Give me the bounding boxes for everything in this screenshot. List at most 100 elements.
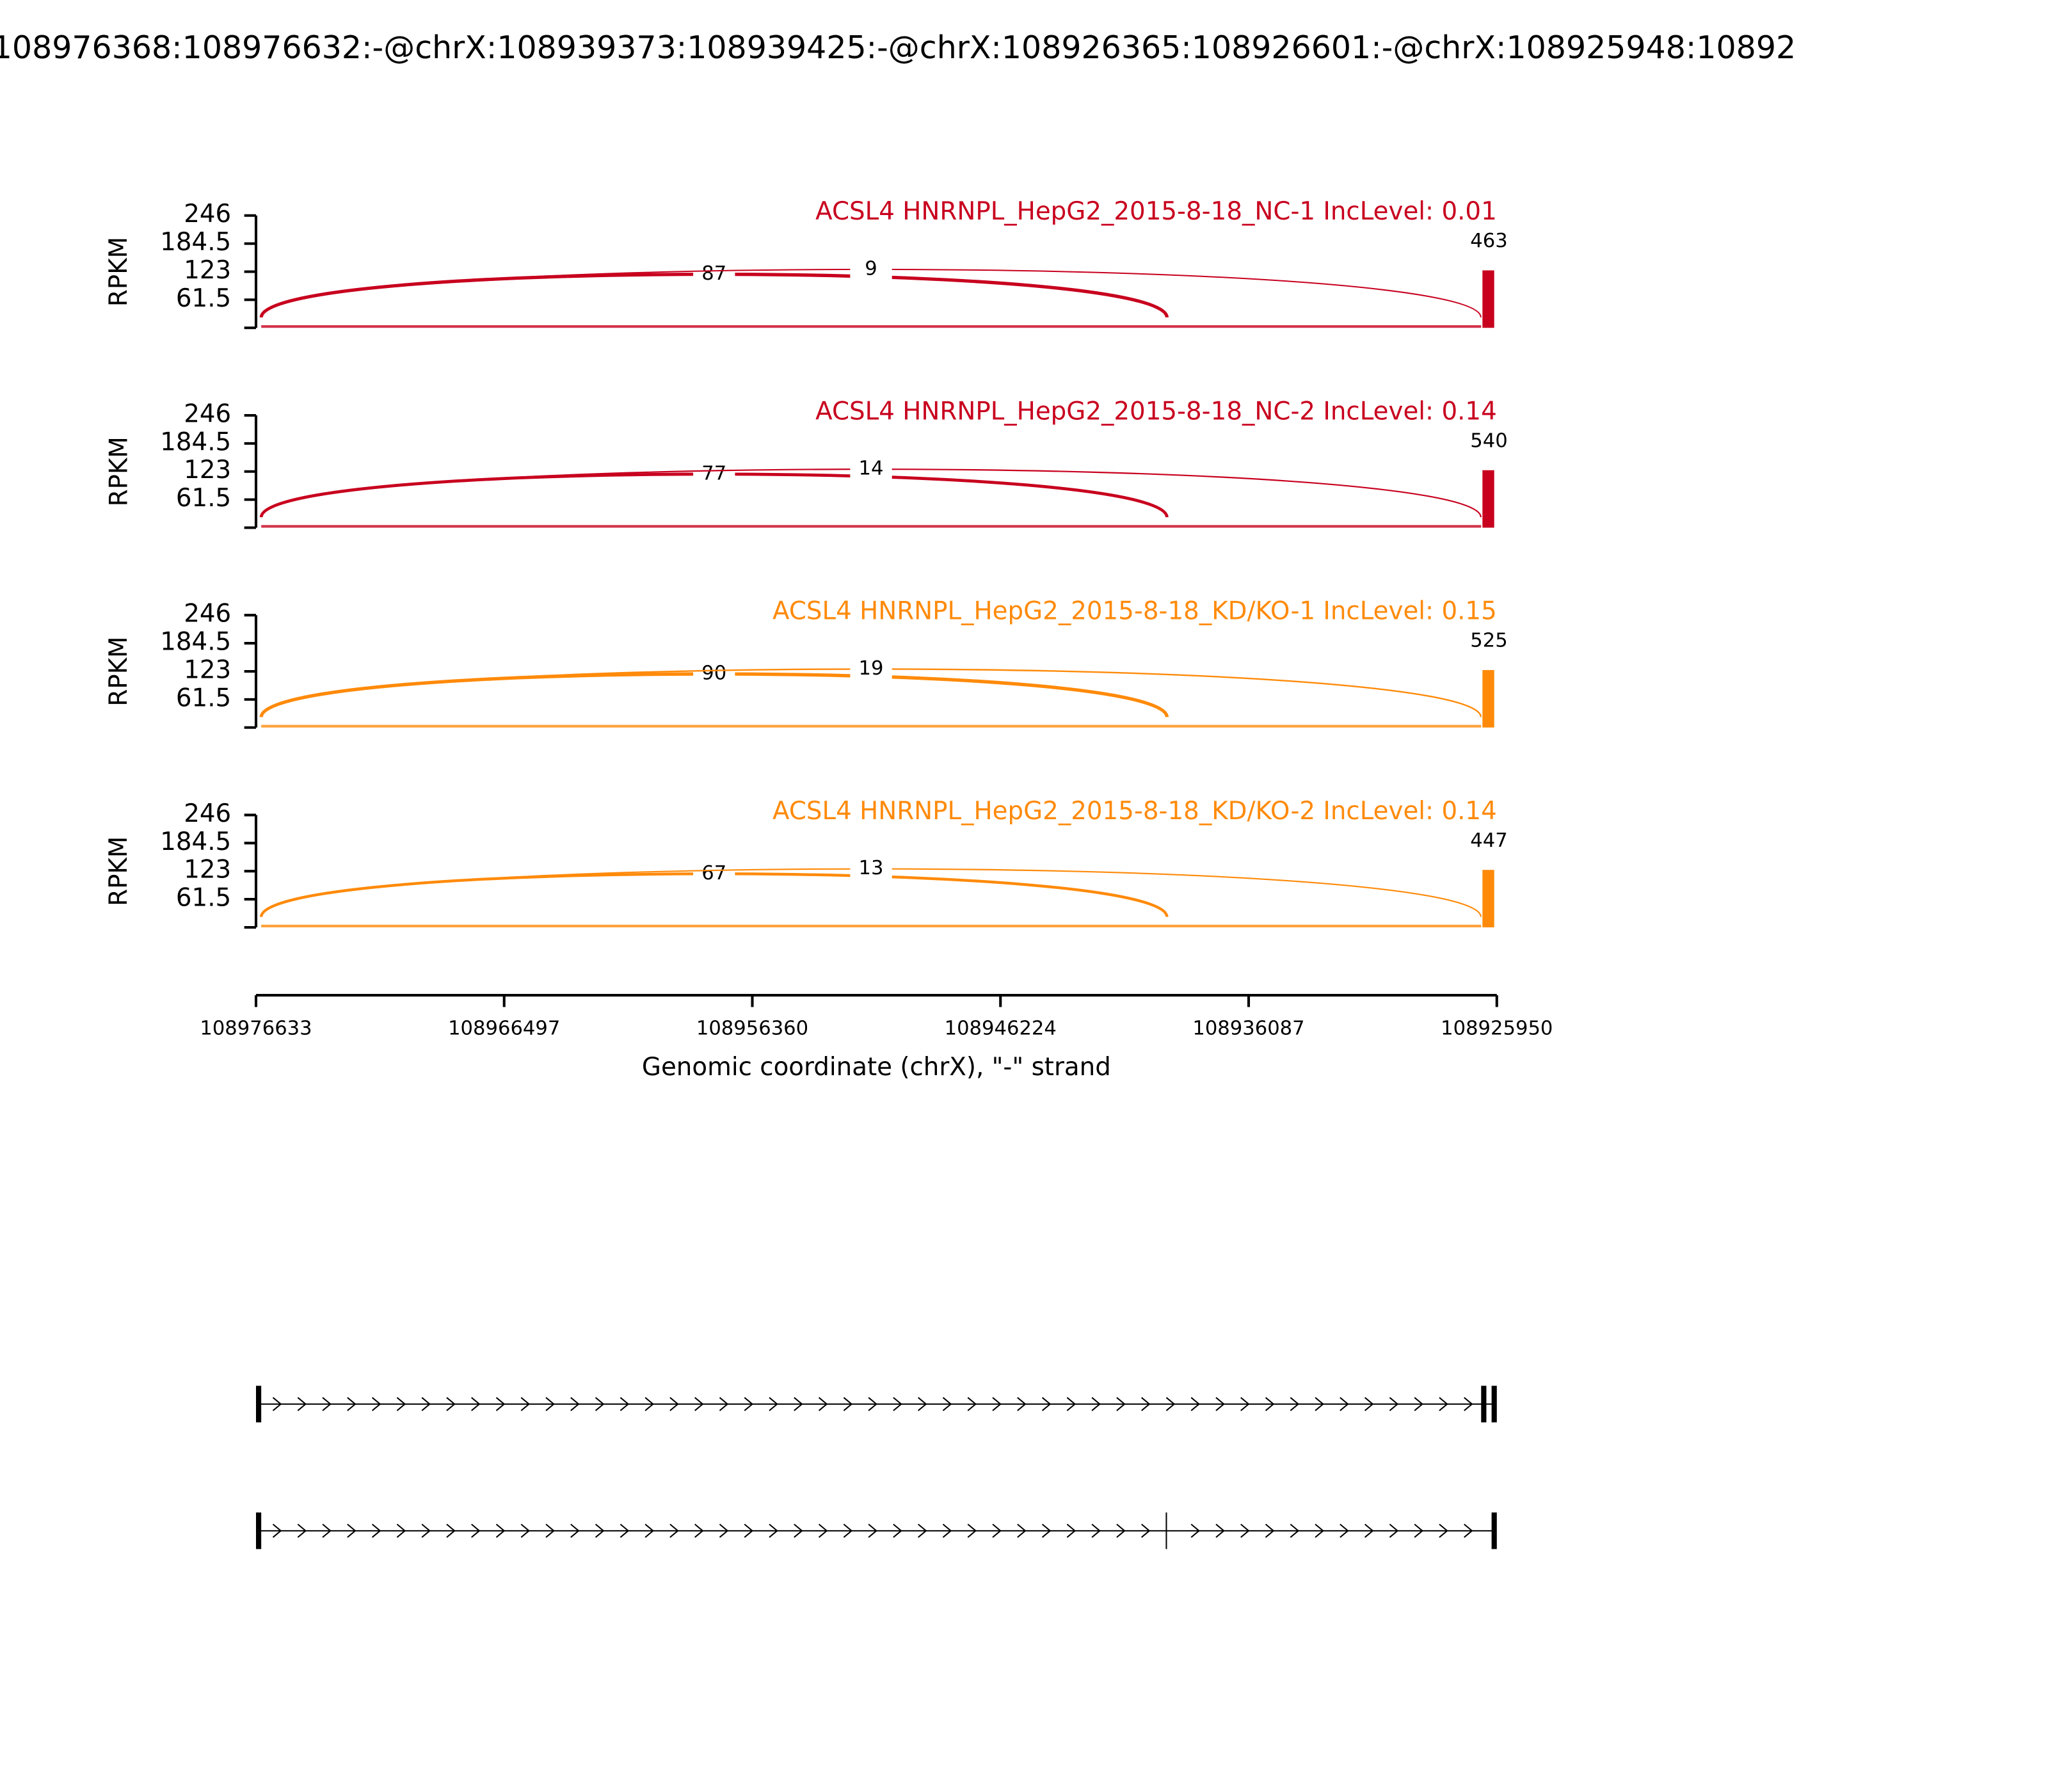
- junction-label: 14: [859, 458, 884, 480]
- strand-arrow: [1290, 1523, 1300, 1538]
- exon-coverage: [1482, 470, 1494, 528]
- strand-arrow: [495, 1523, 506, 1538]
- strand-arrow: [570, 1523, 580, 1538]
- strand-arrow: [942, 1396, 952, 1411]
- x-tick-label: 108976633: [200, 1018, 312, 1040]
- strand-arrow: [1116, 1523, 1126, 1538]
- y-tick-label: 184.5: [160, 428, 231, 456]
- strand-arrow: [669, 1523, 679, 1538]
- strand-arrow: [1190, 1396, 1201, 1411]
- strand-arrow: [818, 1396, 828, 1411]
- strand-arrow: [570, 1396, 580, 1411]
- junction-label-bg: [693, 463, 735, 485]
- strand-arrow: [371, 1396, 381, 1411]
- y-tick-label: 184.5: [160, 228, 231, 257]
- strand-arrow: [794, 1523, 803, 1538]
- exon-coverage: [1482, 870, 1494, 927]
- strand-arrow: [1041, 1523, 1052, 1538]
- strand-arrow: [1141, 1523, 1151, 1538]
- junction-label: 9: [865, 257, 877, 280]
- strand-arrow: [1340, 1396, 1349, 1411]
- strand-arrow: [1315, 1523, 1324, 1538]
- junction-label-bg: [693, 663, 735, 685]
- y-tick-label: 61.5: [176, 684, 231, 712]
- strand-arrow: [1439, 1396, 1448, 1411]
- strand-arrow: [297, 1396, 307, 1411]
- y-axis-label: RPKM: [104, 436, 133, 506]
- strand-arrow: [1215, 1523, 1225, 1538]
- y-tick-label: 246: [184, 399, 231, 428]
- y-tick-label: 123: [184, 256, 231, 285]
- strand-arrow: [967, 1396, 977, 1411]
- y-axis-label: RPKM: [104, 237, 133, 307]
- strand-arrow: [520, 1523, 531, 1538]
- strand-arrow: [272, 1396, 282, 1411]
- junction-label-bg: [693, 863, 735, 884]
- panel-title: ACSL4 HNRNPL_HepG2_2015-8-18_KD/KO-2 Inc…: [772, 797, 1497, 826]
- strand-arrow: [421, 1523, 431, 1538]
- strand-arrow: [1141, 1396, 1151, 1411]
- strand-arrow: [769, 1396, 778, 1411]
- strand-arrow: [1240, 1523, 1250, 1538]
- x-tick-label: 108936087: [1192, 1018, 1304, 1040]
- strand-arrow: [421, 1396, 431, 1411]
- strand-arrow: [1240, 1396, 1250, 1411]
- junction-label: 13: [859, 857, 884, 879]
- y-tick-label: 61.5: [176, 284, 231, 313]
- strand-arrow: [272, 1523, 282, 1538]
- strand-arrow: [1464, 1523, 1473, 1538]
- strand-arrow: [471, 1396, 481, 1411]
- exon: [256, 1386, 262, 1423]
- strand-arrow: [719, 1523, 729, 1538]
- y-axis-label: RPKM: [104, 636, 133, 706]
- strand-arrow: [322, 1523, 332, 1538]
- junction-label: 19: [859, 657, 884, 680]
- strand-arrow: [1066, 1523, 1076, 1538]
- strand-arrow: [719, 1396, 729, 1411]
- strand-arrow: [1190, 1523, 1201, 1538]
- exon-coverage: [1482, 669, 1494, 728]
- x-tick-label: 108925950: [1441, 1018, 1553, 1040]
- strand-arrow: [620, 1523, 630, 1538]
- strand-arrow: [818, 1523, 828, 1538]
- junction-label: 90: [701, 662, 726, 685]
- y-tick-label: 61.5: [176, 484, 231, 513]
- strand-arrow: [396, 1396, 406, 1411]
- strand-arrow: [1389, 1523, 1399, 1538]
- strand-arrow: [347, 1396, 356, 1411]
- y-tick-label: 184.5: [160, 828, 231, 856]
- strand-arrow: [371, 1523, 381, 1538]
- strand-arrow: [1165, 1396, 1176, 1411]
- strand-arrow: [1265, 1523, 1275, 1538]
- junction-label: 77: [701, 462, 726, 484]
- strand-arrow: [1017, 1396, 1027, 1411]
- peak-label: 540: [1470, 429, 1507, 452]
- y-tick-label: 246: [184, 200, 231, 228]
- strand-arrow: [644, 1396, 655, 1411]
- strand-arrow: [520, 1396, 531, 1411]
- strand-arrow: [694, 1523, 704, 1538]
- strand-arrow: [843, 1396, 853, 1411]
- strand-arrow: [694, 1396, 704, 1411]
- strand-arrow: [893, 1523, 902, 1538]
- exon: [1491, 1386, 1497, 1423]
- junction-label-bg: [850, 659, 892, 680]
- exon: [1491, 1512, 1497, 1549]
- strand-arrow: [1017, 1523, 1027, 1538]
- strand-arrow: [1389, 1396, 1399, 1411]
- strand-arrow: [1041, 1396, 1052, 1411]
- peak-label: 525: [1470, 630, 1507, 652]
- strand-arrow: [446, 1523, 456, 1538]
- exon: [256, 1512, 262, 1549]
- strand-arrow: [992, 1396, 1002, 1411]
- strand-arrow: [545, 1396, 555, 1411]
- strand-arrow: [545, 1523, 555, 1538]
- y-tick-label: 246: [184, 600, 231, 628]
- strand-arrow: [1265, 1396, 1275, 1411]
- x-tick-label: 108966497: [448, 1018, 560, 1040]
- y-tick-label: 246: [184, 799, 231, 828]
- strand-arrow: [495, 1396, 506, 1411]
- strand-arrow: [322, 1396, 332, 1411]
- y-tick-label: 184.5: [160, 628, 231, 657]
